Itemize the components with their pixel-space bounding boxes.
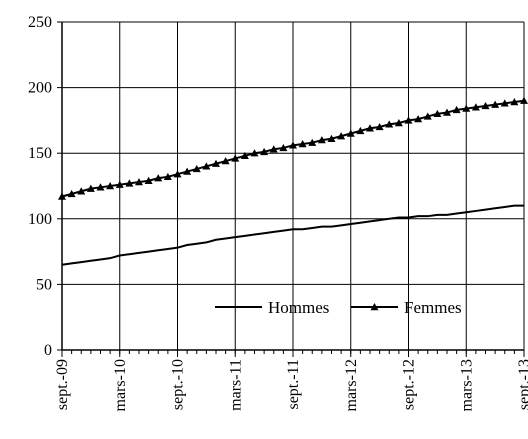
data-point-femmes bbox=[481, 101, 490, 110]
data-point-femmes bbox=[77, 187, 86, 195]
data-point-femmes bbox=[231, 154, 240, 162]
data-point-femmes bbox=[115, 180, 124, 188]
y-tick-label: 150 bbox=[28, 145, 52, 162]
legend-marker-femmes bbox=[370, 303, 379, 311]
x-tick-label: mars-12 bbox=[343, 359, 360, 411]
legend-label-femmes: Femmes bbox=[404, 298, 462, 317]
y-axis-ticks: 0 50 100 150 200 250 bbox=[28, 14, 62, 359]
y-tick-label: 0 bbox=[44, 342, 52, 359]
data-point-femmes bbox=[491, 100, 500, 108]
data-point-femmes bbox=[240, 151, 249, 160]
data-point-femmes bbox=[279, 143, 288, 152]
x-axis-ticks: sept.-09 mars-10 sept.-10 mars-11 sept.-11 ma… bbox=[54, 350, 528, 411]
data-point-femmes bbox=[317, 136, 326, 144]
data-point-femmes bbox=[346, 129, 355, 137]
x-tick-label: sept.-12 bbox=[401, 359, 418, 410]
x-tick-label: sept.-13 bbox=[516, 359, 528, 410]
data-point-femmes bbox=[221, 157, 230, 165]
data-point-femmes bbox=[414, 115, 423, 123]
data-point-femmes bbox=[471, 103, 480, 111]
data-point-femmes bbox=[163, 172, 172, 181]
data-point-femmes bbox=[500, 99, 509, 107]
data-point-femmes bbox=[404, 116, 413, 124]
data-point-femmes bbox=[269, 145, 278, 153]
y-tick-label: 50 bbox=[36, 276, 52, 293]
data-point-femmes bbox=[202, 162, 211, 170]
data-point-femmes bbox=[183, 167, 192, 175]
y-tick-label: 200 bbox=[28, 80, 52, 97]
x-tick-label: mars-11 bbox=[227, 359, 244, 411]
legend-label-hommes: Hommes bbox=[268, 298, 329, 317]
data-point-femmes bbox=[337, 132, 346, 140]
data-point-femmes bbox=[423, 112, 432, 120]
data-point-femmes bbox=[327, 134, 336, 142]
data-point-femmes bbox=[106, 182, 115, 190]
x-tick-label: mars-13 bbox=[458, 359, 475, 411]
series-line-hommes bbox=[61, 204, 524, 266]
data-point-femmes bbox=[356, 126, 365, 135]
data-point-femmes bbox=[96, 183, 105, 191]
x-tick-label: sept.-09 bbox=[54, 359, 71, 410]
data-point-femmes bbox=[289, 141, 297, 149]
data-point-femmes bbox=[510, 98, 519, 106]
data-point-femmes bbox=[375, 122, 384, 131]
data-point-femmes bbox=[144, 176, 153, 184]
data-point-femmes bbox=[394, 119, 403, 127]
data-point-femmes bbox=[260, 147, 269, 156]
data-point-femmes bbox=[58, 192, 66, 200]
data-point-femmes bbox=[462, 104, 471, 112]
data-point-femmes bbox=[366, 124, 374, 132]
data-point-femmes bbox=[154, 174, 163, 182]
data-point-femmes bbox=[520, 96, 528, 104]
data-point-femmes bbox=[385, 120, 394, 128]
y-tick-label: 250 bbox=[28, 14, 52, 31]
data-point-femmes bbox=[452, 105, 461, 114]
x-tick-label: sept.-11 bbox=[285, 359, 302, 410]
gridlines bbox=[62, 21, 525, 350]
y-tick-label: 100 bbox=[28, 211, 52, 228]
data-point-femmes bbox=[86, 184, 95, 192]
series-group bbox=[58, 96, 528, 266]
data-point-femmes bbox=[443, 108, 451, 116]
data-point-femmes bbox=[308, 138, 317, 146]
data-point-femmes bbox=[250, 149, 259, 157]
data-point-femmes bbox=[173, 170, 182, 178]
legend: Hommes Femmes bbox=[215, 298, 462, 317]
data-point-femmes bbox=[125, 179, 134, 187]
data-point-femmes bbox=[135, 178, 143, 186]
data-point-femmes bbox=[433, 109, 442, 118]
x-tick-label: mars-10 bbox=[112, 359, 129, 411]
data-point-femmes bbox=[67, 189, 76, 198]
data-point-femmes bbox=[192, 164, 201, 173]
data-point-femmes bbox=[212, 159, 220, 167]
data-point-femmes bbox=[298, 140, 307, 148]
x-tick-label: sept.-10 bbox=[170, 359, 187, 410]
